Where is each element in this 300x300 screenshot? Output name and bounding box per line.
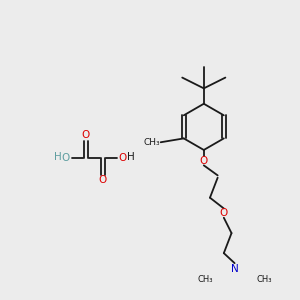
Text: H: H — [54, 152, 61, 162]
Text: O: O — [99, 175, 107, 185]
Text: CH₃: CH₃ — [256, 275, 272, 284]
Text: CH₃: CH₃ — [198, 275, 213, 284]
Text: O: O — [82, 130, 90, 140]
Text: N: N — [231, 263, 239, 274]
Text: O: O — [62, 153, 70, 163]
Text: CH₃: CH₃ — [143, 138, 160, 147]
Text: O: O — [119, 153, 127, 163]
Text: O: O — [220, 208, 228, 218]
Text: H: H — [127, 152, 134, 162]
Text: O: O — [200, 156, 208, 166]
